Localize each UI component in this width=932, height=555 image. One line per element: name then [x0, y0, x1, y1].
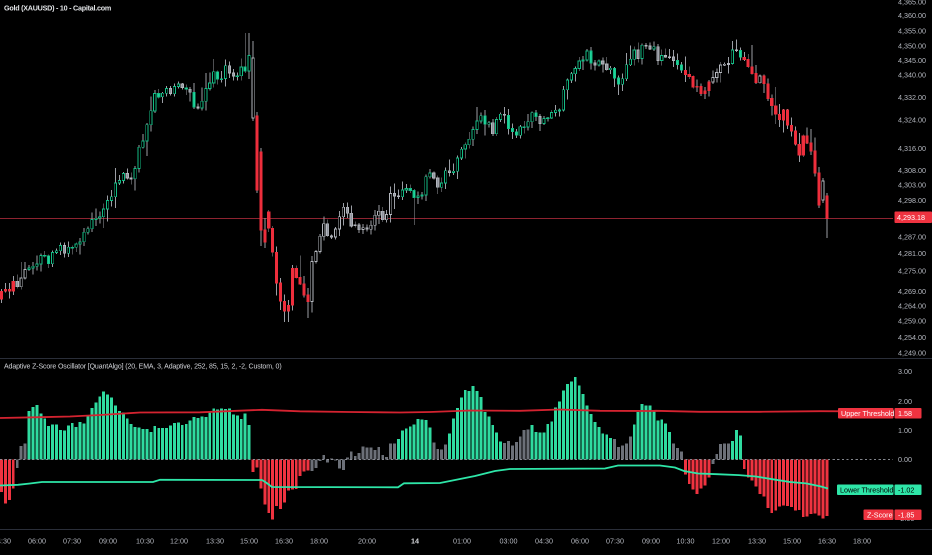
svg-text:15:00: 15:00: [783, 537, 801, 546]
svg-text:10:30: 10:30: [677, 537, 695, 546]
svg-text:Z-Score: Z-Score: [867, 510, 893, 519]
svg-text:18:00: 18:00: [853, 537, 871, 546]
svg-text:09:00: 09:00: [642, 537, 660, 546]
svg-text:4,293.18: 4,293.18: [897, 213, 925, 222]
svg-text:04:30: 04:30: [535, 537, 553, 546]
svg-text:4,303.00: 4,303.00: [898, 181, 926, 190]
svg-text:4,340.00: 4,340.00: [898, 71, 926, 80]
svg-text:18:00: 18:00: [310, 537, 328, 546]
svg-text:01:00: 01:00: [453, 537, 471, 546]
svg-text:-1.02: -1.02: [898, 485, 914, 494]
svg-text:10:30: 10:30: [136, 537, 154, 546]
svg-text:Gold (XAUUSD) - 10 - Capital.c: Gold (XAUUSD) - 10 - Capital.com: [4, 4, 111, 13]
svg-text:-1.85: -1.85: [898, 510, 914, 519]
svg-text:4,281.00: 4,281.00: [898, 249, 926, 258]
svg-text:Upper Threshold: Upper Threshold: [841, 409, 894, 418]
svg-text:16:30: 16:30: [275, 537, 293, 546]
svg-text:4,298.00: 4,298.00: [898, 196, 926, 205]
svg-text:06:00: 06:00: [28, 537, 46, 546]
svg-text:4,360.00: 4,360.00: [898, 11, 926, 20]
svg-text:4,308.00: 4,308.00: [898, 166, 926, 175]
svg-text:4,264.00: 4,264.00: [898, 302, 926, 311]
svg-text:4,287.00: 4,287.00: [898, 233, 926, 242]
svg-text:20:00: 20:00: [358, 537, 376, 546]
svg-text:0.00: 0.00: [898, 455, 912, 464]
svg-text:09:00: 09:00: [99, 537, 117, 546]
svg-text:4,259.00: 4,259.00: [898, 316, 926, 325]
svg-text:03:00: 03:00: [500, 537, 518, 546]
svg-text:04:30: 04:30: [0, 537, 11, 546]
svg-text:4,269.00: 4,269.00: [898, 287, 926, 296]
svg-text:1.58: 1.58: [898, 409, 912, 418]
svg-text:4,350.00: 4,350.00: [898, 42, 926, 51]
svg-text:4,254.00: 4,254.00: [898, 333, 926, 342]
svg-text:4,332.00: 4,332.00: [898, 93, 926, 102]
svg-text:06:00: 06:00: [571, 537, 589, 546]
svg-text:12:00: 12:00: [712, 537, 730, 546]
svg-text:Lower Threshold: Lower Threshold: [840, 485, 893, 494]
svg-text:4,275.00: 4,275.00: [898, 267, 926, 276]
svg-text:4,316.00: 4,316.00: [898, 144, 926, 153]
svg-text:07:30: 07:30: [606, 537, 624, 546]
svg-text:4,345.00: 4,345.00: [898, 56, 926, 65]
svg-text:4,355.00: 4,355.00: [898, 27, 926, 36]
svg-text:3.00: 3.00: [898, 367, 912, 376]
svg-text:15:00: 15:00: [240, 537, 258, 546]
svg-text:2.00: 2.00: [898, 397, 912, 406]
svg-text:12:00: 12:00: [170, 537, 188, 546]
svg-text:07:30: 07:30: [63, 537, 81, 546]
svg-text:14: 14: [411, 537, 419, 546]
svg-text:Adaptive Z-Score Oscillator [Q: Adaptive Z-Score Oscillator [QuantAlgo] …: [4, 364, 282, 371]
svg-text:16:30: 16:30: [818, 537, 836, 546]
svg-text:4,365.00: 4,365.00: [898, 0, 926, 7]
svg-text:13:30: 13:30: [206, 537, 224, 546]
svg-text:13:30: 13:30: [748, 537, 766, 546]
svg-text:1.00: 1.00: [898, 426, 912, 435]
svg-text:4,324.00: 4,324.00: [898, 116, 926, 125]
svg-text:4,249.00: 4,249.00: [898, 349, 926, 358]
